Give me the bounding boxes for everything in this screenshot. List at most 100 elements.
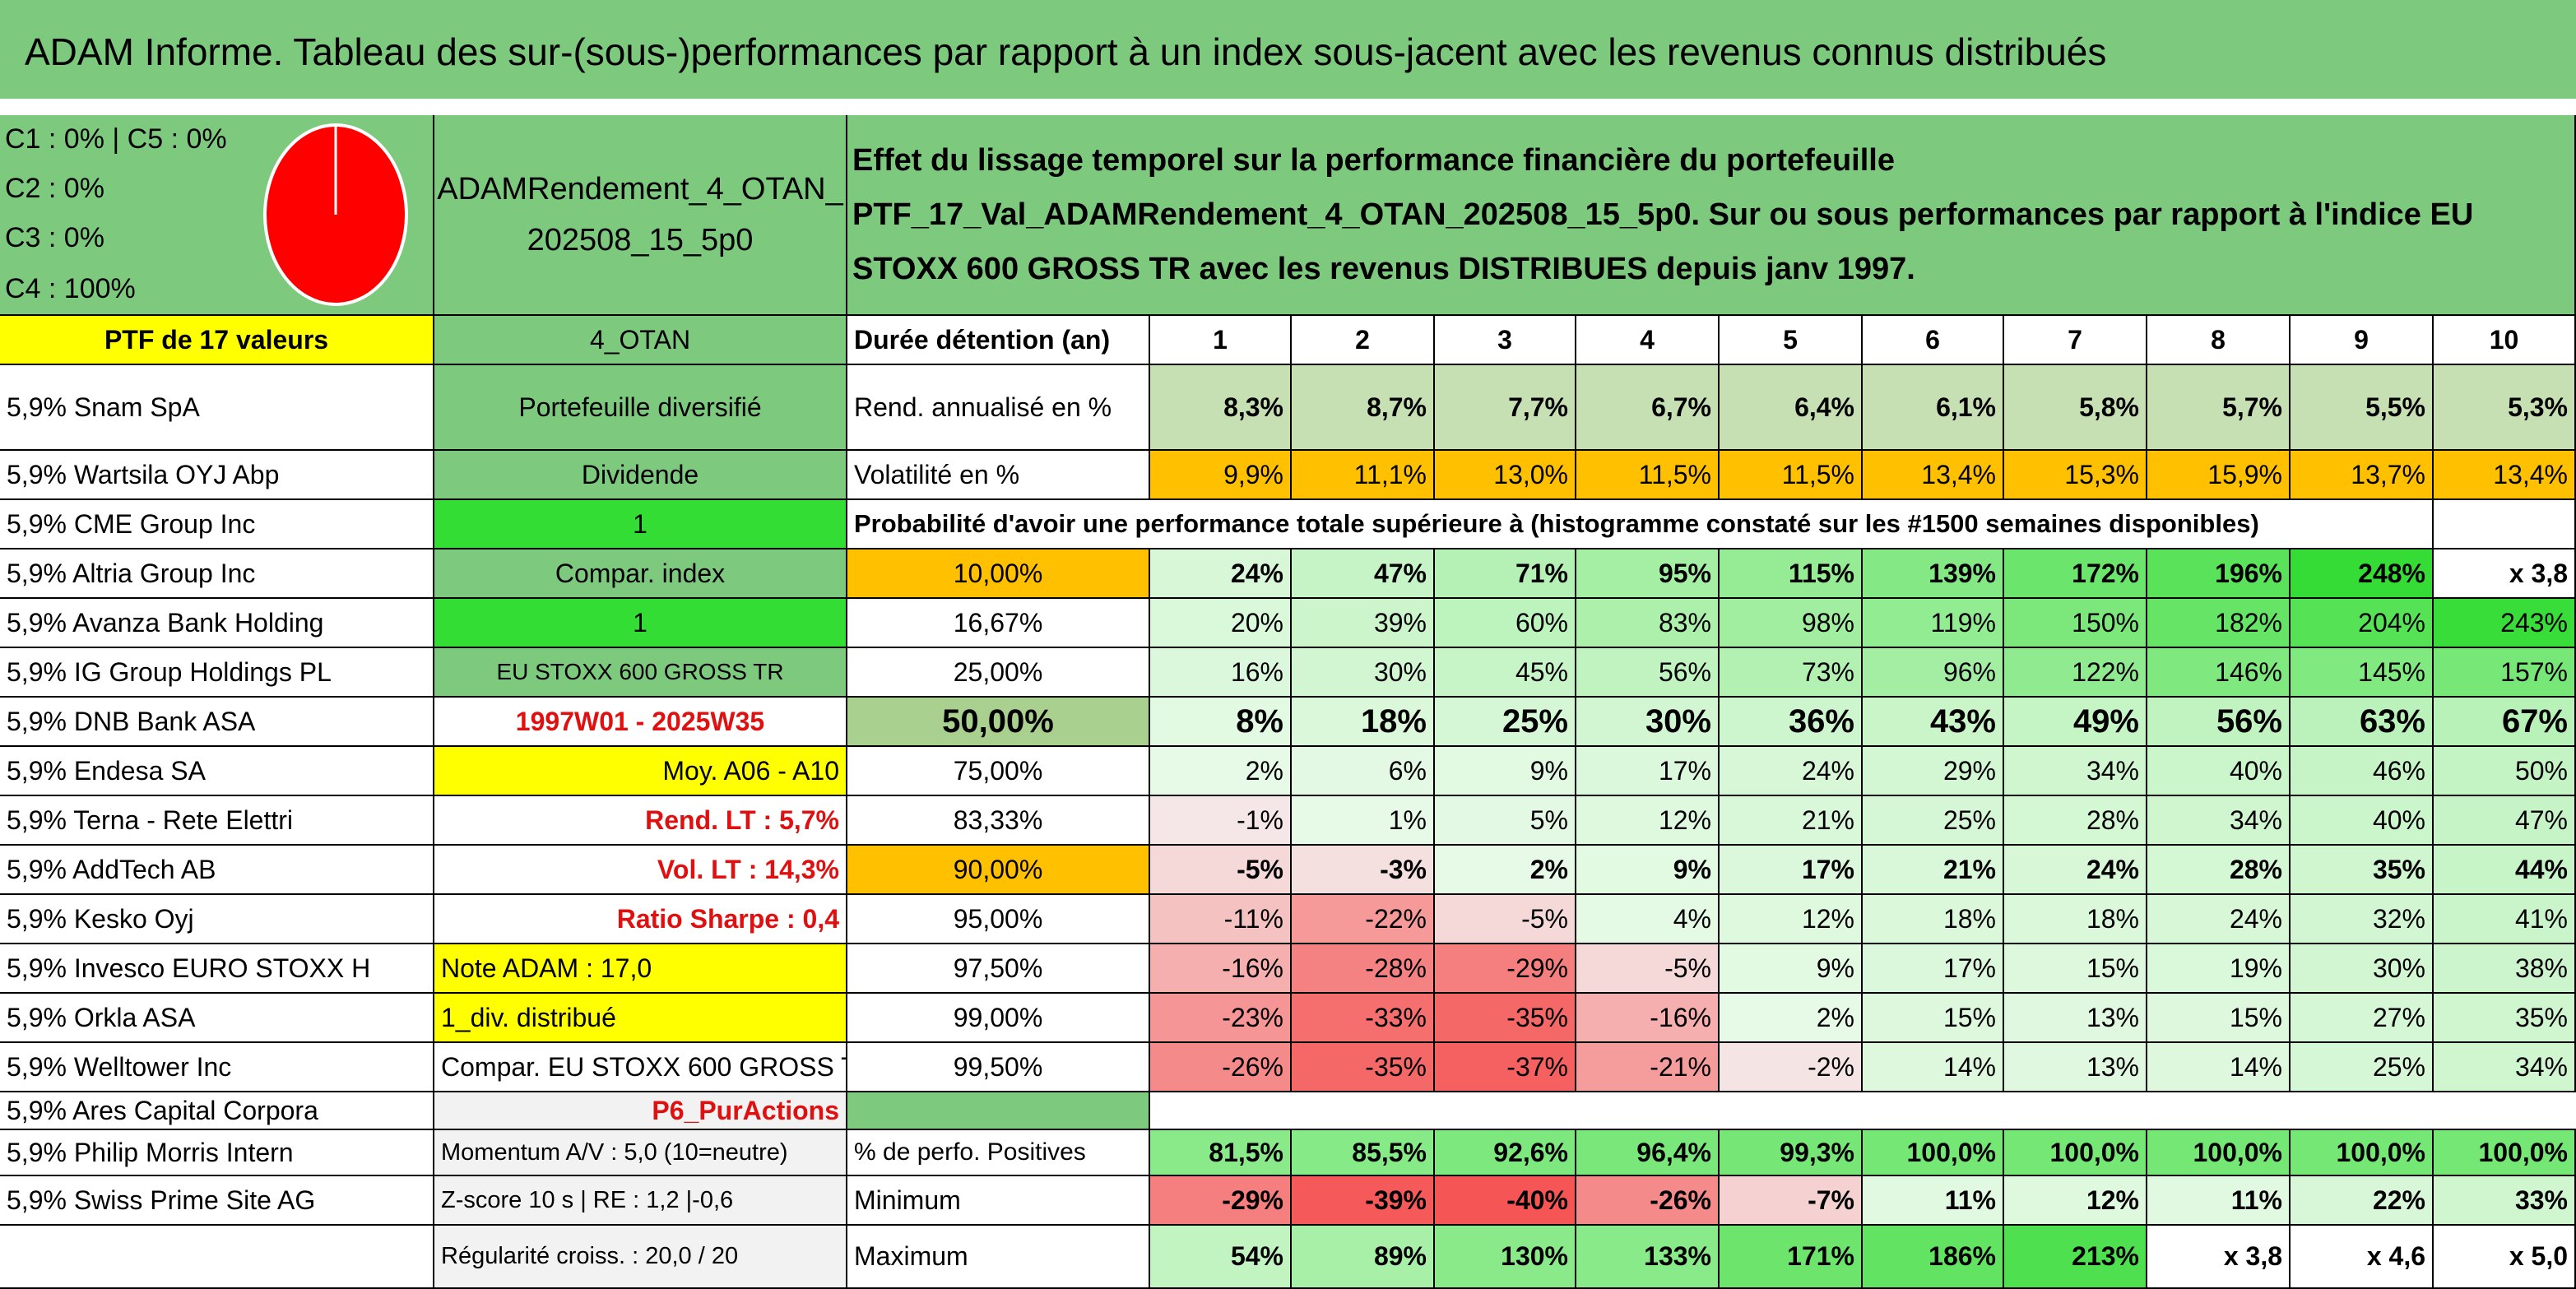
probability-value: 18% — [1292, 698, 1435, 747]
annual-return-value: 6,7% — [1576, 365, 1720, 451]
probability-value: -29% — [1435, 944, 1576, 994]
probability-value: 16% — [1150, 648, 1292, 698]
probability-value: 1% — [1292, 796, 1435, 846]
volatility-value: 15,9% — [2147, 451, 2291, 500]
probability-value: 4% — [1576, 895, 1720, 944]
probability-value: 83% — [1576, 599, 1720, 648]
empty-cell — [2291, 500, 2434, 549]
volatility-value: 13,4% — [1863, 451, 2004, 500]
maximum-value: 171% — [1720, 1226, 1863, 1289]
minimum-value: -39% — [1292, 1176, 1435, 1226]
probability-value: 2% — [1150, 747, 1292, 796]
year-header: 5 — [1720, 316, 1863, 365]
holding-row: 5,9% Altria Group Inc — [0, 549, 434, 599]
probability-value: 96% — [1863, 648, 2004, 698]
probability-value: x 3,8 — [2434, 549, 2576, 599]
holding-row: 5,9% Philip Morris Intern — [0, 1130, 434, 1176]
holding-row: 5,9% Invesco EURO STOXX H — [0, 944, 434, 994]
positive-value: 100,0% — [2147, 1130, 2291, 1176]
pie-label-c4: C4 : 100% — [5, 273, 136, 304]
probability-value: -23% — [1150, 994, 1292, 1043]
maximum-value: x 5,0 — [2434, 1226, 2576, 1289]
probability-value: 5% — [1435, 796, 1576, 846]
probability-value: -28% — [1292, 944, 1435, 994]
probability-value: 9% — [1435, 747, 1576, 796]
quantile-label: 90,00% — [847, 846, 1150, 895]
maximum-value: 133% — [1576, 1226, 1720, 1289]
pie-label-c2: C2 : 0% — [5, 173, 104, 204]
probability-value: 18% — [2004, 895, 2147, 944]
z-score: Z-score 10 s | RE : 1,2 |-0,6 — [434, 1176, 847, 1226]
minimum-value: -40% — [1435, 1176, 1576, 1226]
positive-value: 100,0% — [1863, 1130, 2004, 1176]
probability-value: 21% — [1720, 796, 1863, 846]
sharpe-ratio: Ratio Sharpe : 0,4 — [434, 895, 847, 944]
minimum-label: Minimum — [847, 1176, 1150, 1226]
probability-value: 12% — [1720, 895, 1863, 944]
probability-value: 30% — [2291, 944, 2434, 994]
probability-value: 56% — [1576, 648, 1720, 698]
maximum-label: Maximum — [847, 1226, 1150, 1289]
probability-value: 172% — [2004, 549, 2147, 599]
holding-row: 5,9% Avanza Bank Holding — [0, 599, 434, 648]
annual-return-value: 5,8% — [2004, 365, 2147, 451]
annual-return-value: 5,3% — [2434, 365, 2576, 451]
probability-value: 8% — [1150, 698, 1292, 747]
holding-row: 5,9% Wartsila OYJ Abp — [0, 451, 434, 500]
minimum-value: 11% — [2147, 1176, 2291, 1226]
probability-value: 46% — [2291, 747, 2434, 796]
probability-value: 41% — [2434, 895, 2576, 944]
positive-value: 99,3% — [1720, 1130, 1863, 1176]
annual-return-value: 5,5% — [2291, 365, 2434, 451]
average-window: Moy. A06 - A10 — [434, 747, 847, 796]
probability-value: -5% — [1435, 895, 1576, 944]
duration-label: Durée détention (an) — [847, 316, 1150, 365]
probability-value: 150% — [2004, 599, 2147, 648]
minimum-value: -7% — [1720, 1176, 1863, 1226]
probability-value: 6% — [1292, 747, 1435, 796]
probability-value: 28% — [2004, 796, 2147, 846]
probability-value: 243% — [2434, 599, 2576, 648]
holding-row: 5,9% Orkla ASA — [0, 994, 434, 1043]
probability-value: 196% — [2147, 549, 2291, 599]
allocation-pie-panel: C1 : 0% | C5 : 0% C2 : 0% C3 : 0% C4 : 1… — [0, 115, 434, 316]
probability-value: 248% — [2291, 549, 2434, 599]
probability-value: 45% — [1435, 648, 1576, 698]
portfolio-name: ADAMRendement_4_OTAN_ 202508_15_5p0 — [434, 115, 847, 316]
minimum-value: -26% — [1576, 1176, 1720, 1226]
probability-value: 17% — [1720, 846, 1863, 895]
probability-value: 43% — [1863, 698, 2004, 747]
probability-value: 24% — [2004, 846, 2147, 895]
volatility-value: 13,0% — [1435, 451, 1576, 500]
probability-value: 34% — [2147, 796, 2291, 846]
probability-value: 98% — [1720, 599, 1863, 648]
year-header: 6 — [1863, 316, 2004, 365]
probability-value: -26% — [1150, 1043, 1292, 1092]
probability-value: 115% — [1720, 549, 1863, 599]
probability-value: -37% — [1435, 1043, 1576, 1092]
probability-value: 25% — [1435, 698, 1576, 747]
holding-row: 5,9% Terna - Rete Elettri — [0, 796, 434, 846]
probability-value: 122% — [2004, 648, 2147, 698]
positive-value: 100,0% — [2004, 1130, 2147, 1176]
probability-value: 73% — [1720, 648, 1863, 698]
probability-value: 13% — [2004, 994, 2147, 1043]
momentum: Momentum A/V : 5,0 (10=neutre) — [434, 1130, 847, 1176]
probability-value: 47% — [1292, 549, 1435, 599]
probability-value: 19% — [2147, 944, 2291, 994]
probability-value: 95% — [1576, 549, 1720, 599]
volatility-value: 11,1% — [1292, 451, 1435, 500]
annual-return-value: 8,3% — [1150, 365, 1292, 451]
year-header: 8 — [2147, 316, 2291, 365]
maximum-value: 54% — [1150, 1226, 1292, 1289]
volatility-value: 15,3% — [2004, 451, 2147, 500]
probability-value: 27% — [2291, 994, 2434, 1043]
return-label: Rend. annualisé en % — [847, 365, 1150, 451]
minimum-value: -29% — [1150, 1176, 1292, 1226]
holding-row: 5,9% CME Group Inc — [0, 500, 434, 549]
holding-row: 5,9% Snam SpA — [0, 365, 434, 451]
divider — [0, 105, 2576, 114]
compar-index-label: Compar. index — [434, 549, 847, 599]
probability-value: 9% — [1720, 944, 1863, 994]
